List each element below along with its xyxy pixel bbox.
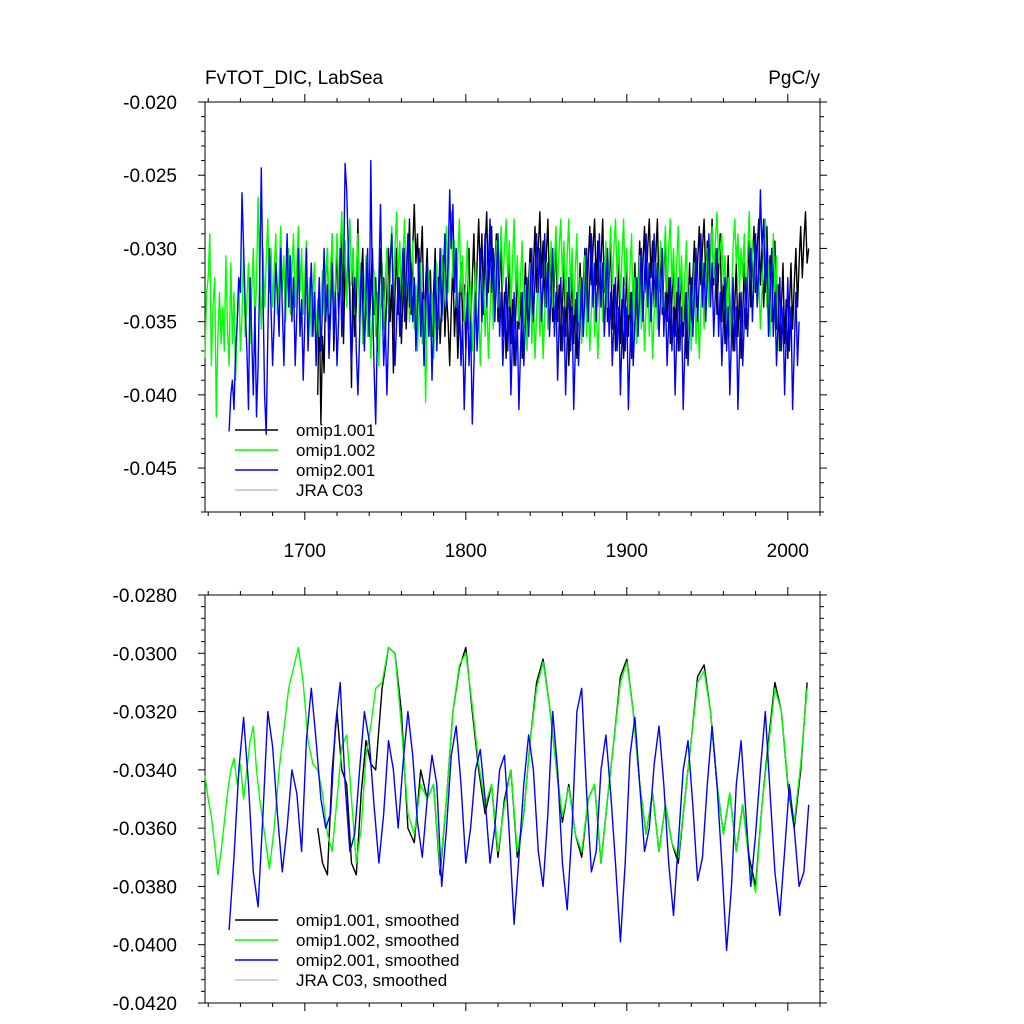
series-line-1 <box>204 646 808 893</box>
legend-label: omip2.001, smoothed <box>296 951 460 970</box>
y-tick-label: -0.0320 <box>113 703 177 724</box>
y-tick-label: -0.030 <box>123 239 177 260</box>
legend-label: omip1.001 <box>296 421 375 440</box>
y-tick-label: -0.025 <box>123 166 177 187</box>
top-chart-title: FvTOT_DIC, LabSea <box>205 68 384 89</box>
bottom-series-group <box>204 646 810 952</box>
y-tick-label: -0.0280 <box>113 586 177 607</box>
x-tick-label: 2000 <box>767 541 809 562</box>
bottom-chart-panel: -0.0280 -0.0300 -0.0320 -0.0340 -0.0360 -0.03… <box>113 586 827 1015</box>
legend-label: omip1.001, smoothed <box>296 911 460 930</box>
series-line-2 <box>228 159 800 436</box>
y-tick-label: -0.035 <box>123 313 177 334</box>
top-chart-panel: -0.020 -0.025 -0.030 -0.035 -0.040 -0.045 1700… <box>123 68 827 562</box>
series-line-2 <box>228 681 810 952</box>
legend-label: omip1.002 <box>296 441 375 460</box>
legend-label: omip2.001 <box>296 461 375 480</box>
y-tick-label: -0.045 <box>123 459 177 480</box>
top-chart-units: PgC/y <box>768 68 820 89</box>
y-tick-label: -0.0340 <box>113 761 177 782</box>
y-tick-label: -0.0420 <box>113 994 177 1015</box>
top-axis-ticks: -0.020 -0.025 -0.030 -0.035 -0.040 -0.045 1700… <box>123 93 827 562</box>
bottom-plot-frame <box>204 594 821 1004</box>
x-tick-label: 1900 <box>606 541 648 562</box>
x-tick-label: 1700 <box>284 541 326 562</box>
y-tick-label: -0.0380 <box>113 877 177 898</box>
y-tick-label: -0.0300 <box>113 644 177 665</box>
y-tick-label: -0.020 <box>123 93 177 114</box>
legend-label: omip1.002, smoothed <box>296 931 460 950</box>
y-tick-label: -0.0400 <box>113 936 177 957</box>
legend-label: JRA C03 <box>296 481 363 500</box>
y-tick-label: -0.040 <box>123 386 177 407</box>
y-tick-label: -0.0360 <box>113 819 177 840</box>
top-series-group <box>204 159 810 436</box>
legend-label: JRA C03, smoothed <box>296 971 447 990</box>
bottom-axis-ticks: -0.0280 -0.0300 -0.0320 -0.0340 -0.0360 -0.03… <box>113 586 827 1015</box>
x-tick-label: 1800 <box>445 541 487 562</box>
